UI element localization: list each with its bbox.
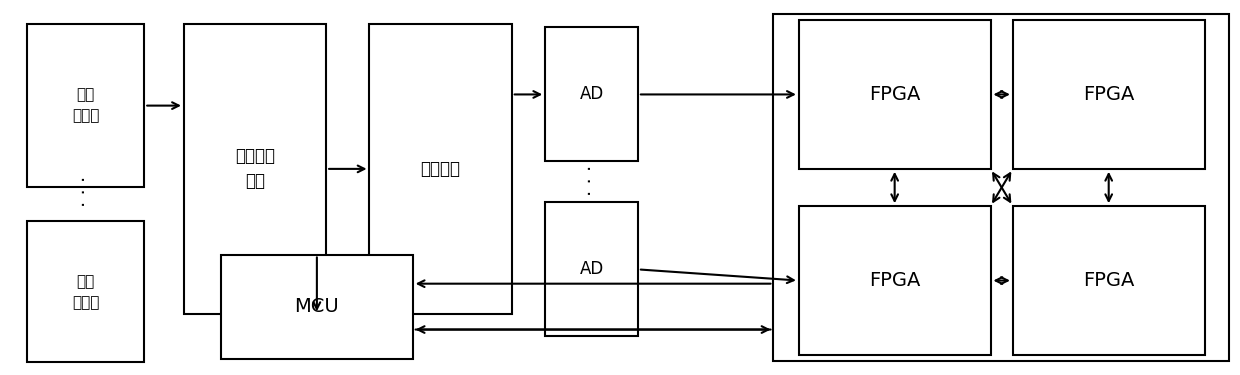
Text: FPGA: FPGA xyxy=(869,271,920,290)
Text: 声学
传感器: 声学 传感器 xyxy=(72,274,99,310)
Bar xyxy=(27,24,144,188)
Text: · · ·: · · · xyxy=(76,176,95,207)
Bar xyxy=(546,27,637,162)
Bar xyxy=(184,24,326,314)
Bar xyxy=(221,255,413,359)
Text: AD: AD xyxy=(579,86,604,104)
Bar xyxy=(799,20,991,169)
Bar xyxy=(370,24,512,314)
Text: FPGA: FPGA xyxy=(869,85,920,104)
Text: FPGA: FPGA xyxy=(1083,85,1135,104)
Bar xyxy=(546,202,637,336)
Bar xyxy=(1013,206,1204,355)
Text: FPGA: FPGA xyxy=(1083,271,1135,290)
Text: 自动增益
放大: 自动增益 放大 xyxy=(236,147,275,190)
Bar xyxy=(1013,20,1204,169)
Bar xyxy=(27,221,144,363)
Text: 带通滤波: 带通滤波 xyxy=(420,160,460,178)
Bar xyxy=(774,14,1229,361)
Text: MCU: MCU xyxy=(295,297,340,316)
Text: AD: AD xyxy=(579,260,604,278)
Text: 声学
传感器: 声学 传感器 xyxy=(72,88,99,124)
Text: · · ·: · · · xyxy=(582,164,601,196)
Bar xyxy=(799,206,991,355)
